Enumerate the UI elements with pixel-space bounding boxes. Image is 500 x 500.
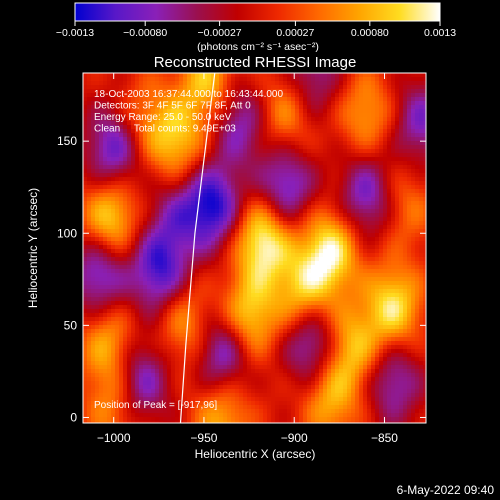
colorbar-units: (photons cm⁻² s⁻¹ asec⁻²)	[197, 41, 319, 53]
colorbar-tick-label: 0.00080	[351, 27, 389, 39]
peak-position-label: Position of Peak = [-917,96]	[94, 400, 217, 411]
annotation-line: 18-Oct-2003 16:37:44.000 to 16:43:44.000	[94, 89, 283, 100]
x-tick-label: −900	[281, 431, 308, 445]
colorbar-tick-label: −0.0013	[56, 27, 94, 39]
y-axis-label: Heliocentric Y (arcsec)	[26, 188, 40, 308]
heatmap-image	[83, 73, 426, 423]
solar-limb-curve	[179, 73, 216, 423]
colorbar: −0.0013 −0.00080 −0.00027 0.00027 0.00080 0.0…	[56, 2, 456, 53]
annotation-line: Energy Range: 25.0 - 50.0 keV	[94, 112, 232, 123]
colorbar-tick-label: 0.00027	[276, 27, 314, 39]
y-axis-ticks: 0 50 100 150	[57, 134, 426, 424]
x-tick-label: −950	[190, 431, 217, 445]
annotation-line: Detectors: 3F 4F 5F 6F 7F 8F, Att 0	[94, 101, 251, 112]
colorbar-ticks: −0.0013 −0.00080 −0.00027 0.00027 0.00080 0.0…	[56, 21, 456, 39]
colorbar-tick-label: 0.0013	[424, 27, 456, 39]
x-axis-label: Heliocentric X (arcsec)	[195, 447, 316, 461]
y-tick-label: 50	[64, 318, 78, 332]
x-tick-label: −1000	[97, 431, 131, 445]
x-tick-label: −850	[371, 431, 398, 445]
colorbar-gradient	[74, 2, 441, 22]
y-tick-label: 150	[57, 134, 77, 148]
chart-title: Reconstructed RHESSI Image	[154, 54, 357, 71]
annotation-line: Clean Total counts: 9.49E+03	[94, 124, 236, 135]
x-axis-ticks: −1000 −950 −900 −850	[97, 73, 398, 445]
colorbar-tick-label: −0.00080	[123, 27, 167, 39]
plot-frame	[82, 72, 427, 424]
y-tick-label: 0	[70, 410, 77, 424]
y-tick-label: 100	[57, 226, 77, 240]
footer-date: 6-May-2022 09:40	[397, 483, 495, 497]
annotation-block: 18-Oct-2003 16:37:44.000 to 16:43:44.000…	[94, 89, 283, 135]
colorbar-tick-label: −0.00027	[198, 27, 242, 39]
